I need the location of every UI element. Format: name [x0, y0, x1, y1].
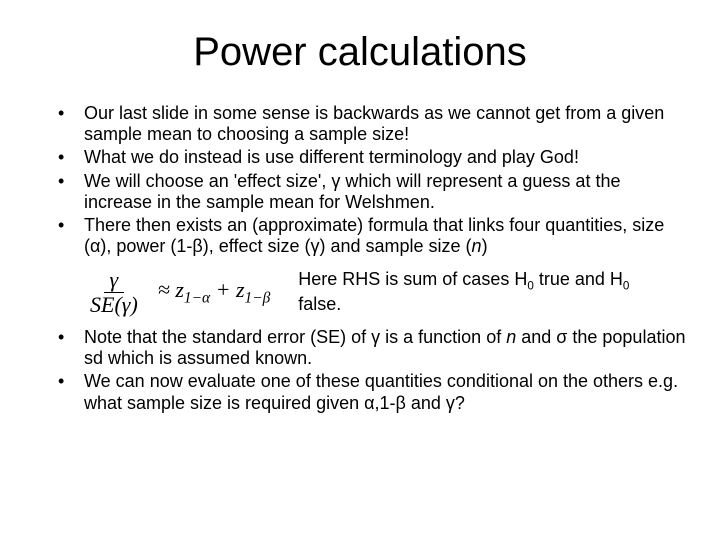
formula-note: Here RHS is sum of cases H0 true and H0 …	[298, 269, 638, 315]
bullet-item: What we do instead is use different term…	[58, 147, 690, 168]
bullet-item: Our last slide in some sense is backward…	[58, 103, 690, 145]
slide: Power calculations Our last slide in som…	[0, 0, 720, 540]
bullet-item: We can now evaluate one of these quantit…	[58, 371, 690, 413]
fraction: γ SE(γ)	[84, 268, 144, 317]
bullet-item: Note that the standard error (SE) of γ i…	[58, 327, 690, 369]
denominator: SE(γ)	[84, 293, 144, 317]
bullet-list-top: Our last slide in some sense is backward…	[30, 103, 690, 258]
bullet-list-bottom: Note that the standard error (SE) of γ i…	[30, 327, 690, 414]
rhs: ≈ z1−α + z1−β	[158, 277, 270, 307]
bullet-item: There then exists an (approximate) formu…	[58, 215, 690, 257]
slide-title: Power calculations	[30, 30, 690, 75]
formula: γ SE(γ) ≈ z1−α + z1−β	[84, 268, 270, 317]
bullet-item: We will choose an 'effect size', γ which…	[58, 171, 690, 213]
numerator: γ	[104, 268, 125, 293]
bullet-text: Note that the standard error (SE) of γ i…	[84, 327, 685, 368]
formula-row: γ SE(γ) ≈ z1−α + z1−β Here RHS is sum of…	[84, 268, 690, 317]
bullet-text: There then exists an (approximate) formu…	[84, 215, 664, 256]
